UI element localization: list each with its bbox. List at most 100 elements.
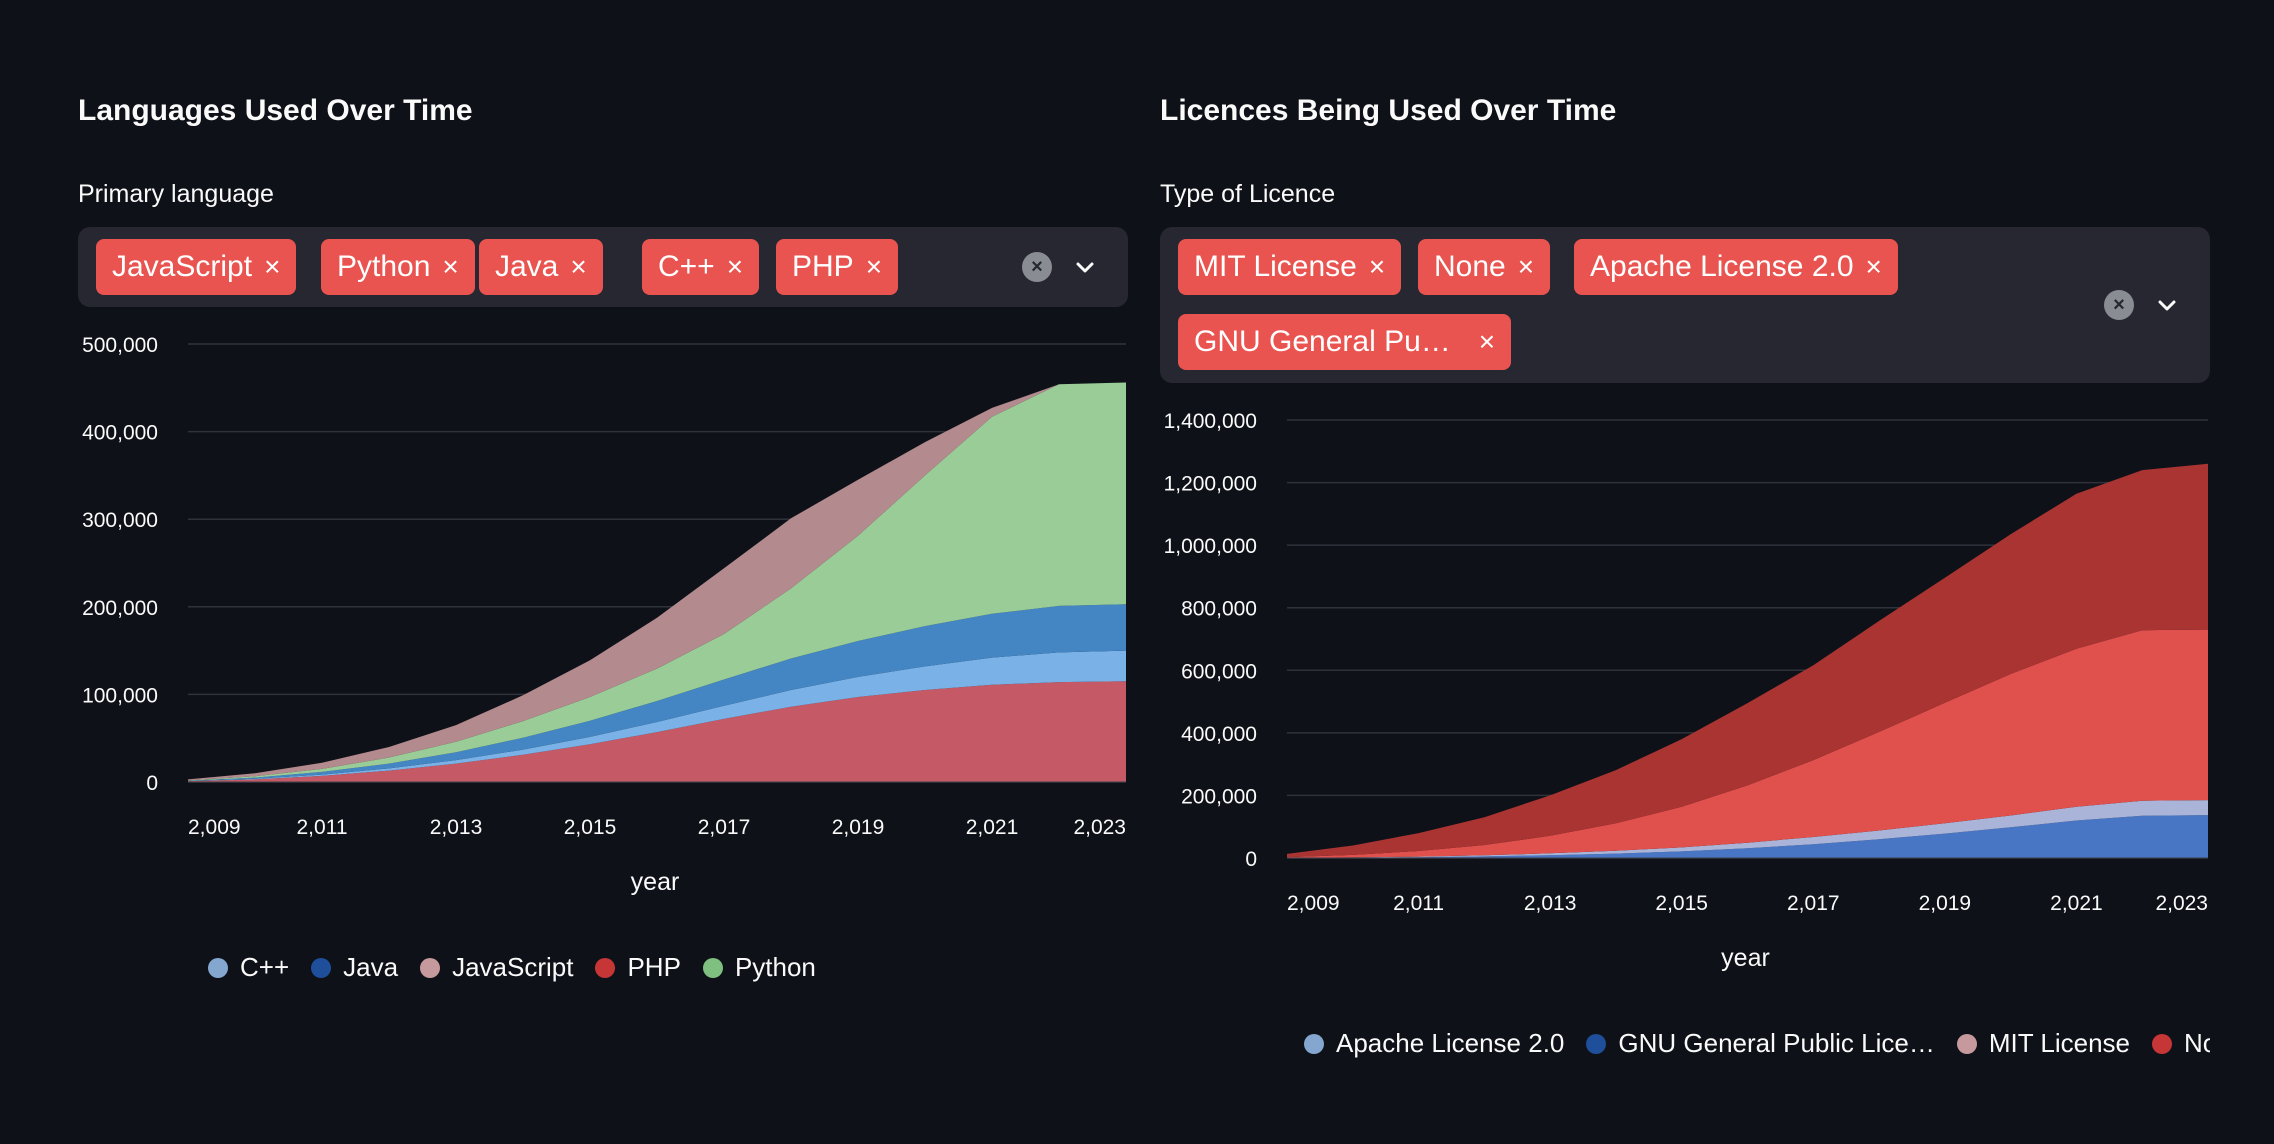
chevron-down-icon[interactable] [2152,290,2182,320]
legend-swatch [311,957,332,978]
area-gnu-general-public-license [1287,815,2208,858]
x-tick-label: 2,011 [1393,892,1444,915]
legend-item[interactable]: None [2152,1028,2210,1059]
y-tick-label: 1,200,000 [1164,473,1257,496]
area-php [188,681,1126,782]
tag-label: MIT License [1194,250,1357,283]
x-tick-label: 2,019 [832,816,885,839]
tag-java[interactable]: Java × [479,239,603,295]
x-tick-label: 2,019 [1919,892,1972,915]
languages-legend: C++ Java JavaScript PHP Python [208,952,838,983]
legend-item[interactable]: GNU General Public Lice… [1586,1028,1935,1059]
tag-remove-icon[interactable]: × [570,251,587,282]
x-tick-label: 2,017 [1787,892,1840,915]
tag-remove-icon[interactable]: × [442,251,459,282]
x-tick-label: 2,021 [966,816,1019,839]
y-tick-label: 500,000 [82,334,158,357]
tag-mit-license[interactable]: MIT License × [1178,239,1402,295]
tag-php[interactable]: PHP × [776,239,899,295]
tag-remove-icon[interactable]: × [264,251,281,282]
legend-label: Python [734,952,816,982]
x-tick-label: 2,013 [1524,892,1577,915]
legend-item[interactable]: PHP [595,952,681,983]
tag-label: C++ [658,250,715,283]
primary-language-multiselect[interactable]: JavaScript × Python × Java × C++ × PHP × × [78,227,1128,307]
area-mit-license [1287,629,2208,858]
x-tick-label: 2,009 [1287,892,1340,915]
legend-label: MIT License [1988,1028,2130,1058]
tag-remove-icon[interactable]: × [726,251,744,282]
clear-all-icon[interactable]: × [2104,290,2134,320]
tag-remove-icon[interactable]: × [1865,251,1882,282]
legend-item[interactable]: Java [311,952,398,983]
y-tick-label: 0 [146,772,158,795]
x-tick-label: 2,011 [297,816,348,839]
legend-item[interactable]: C++ [208,952,289,983]
tag-remove-icon[interactable]: × [1368,251,1386,282]
legend-swatch [420,957,441,978]
x-tick-label: 2,023 [2155,892,2208,915]
tag-python[interactable]: Python × [321,239,475,295]
y-tick-label: 1,000,000 [1164,535,1257,558]
legend-label: C++ [240,952,290,982]
tag-label: Java [495,250,559,283]
x-tick-label: 2,013 [430,816,483,839]
tag-remove-icon[interactable]: × [1478,326,1496,357]
legend-label: JavaScript [452,952,574,982]
licences-area-chart: 0 200,000 400,000 600,000 800,000 1,000,000 1,… [1164,410,2208,972]
chevron-down-icon[interactable] [1070,252,1100,282]
tag-remove-icon[interactable]: × [1517,251,1535,282]
legend-item[interactable]: JavaScript [420,952,573,983]
y-tick-label: 200,000 [1181,785,1257,808]
tag-label: PHP [792,250,854,283]
x-tick-label: 2,015 [564,816,617,839]
legend-swatch [2152,1033,2172,1054]
area-c- [188,650,1126,782]
y-tick-label: 400,000 [82,422,158,445]
area-none [1287,463,2208,858]
y-tick-label: 300,000 [82,509,158,532]
x-tick-label: 2,017 [698,816,751,839]
tag-label: Apache License 2.0 [1590,250,1854,283]
y-tick-label: 0 [1245,848,1257,871]
legend-swatch [1304,1033,1324,1054]
tag-javascript[interactable]: JavaScript × [96,239,297,295]
tag-remove-icon[interactable]: × [865,251,883,282]
area-java [188,604,1126,781]
legend-item[interactable]: MIT License [1956,1028,2130,1059]
languages-title: Languages Used Over Time [78,94,473,127]
x-tick-label: 2,023 [1073,816,1126,839]
licence-type-multiselect[interactable]: MIT License × None × Apache License 2.0 × G… [1160,227,2210,383]
area-python [188,382,1126,781]
x-tick-label: 2,015 [1655,892,1708,915]
legend-label: Apache License 2.0 [1336,1028,1565,1058]
tag-cpp[interactable]: C++ × [642,239,760,295]
x-tick-label: 2,021 [2050,892,2103,915]
legend-swatch [1586,1033,1607,1054]
legend-label: Java [343,952,399,982]
y-tick-label: 200,000 [82,597,158,620]
legend-swatch [1956,1033,1977,1054]
legend-swatch [208,957,228,978]
legend-swatch [595,957,616,978]
primary-language-label: Primary language [78,180,274,208]
tag-label: None [1434,250,1506,283]
x-axis-title: year [1721,944,1770,972]
clear-all-icon[interactable]: × [1022,252,1052,282]
y-tick-label: 800,000 [1181,598,1257,621]
legend-label: PHP [627,952,681,982]
tag-label: GNU General Pu… [1194,325,1451,358]
languages-area-chart: 0 100,000 200,000 300,000 400,000 500,000 2,00… [82,334,1126,896]
licences-title: Licences Being Used Over Time [1160,94,1617,127]
tag-none[interactable]: None × [1418,239,1551,295]
y-tick-label: 1,400,000 [1164,410,1257,433]
area-javascript [188,382,1126,781]
legend-item[interactable]: Python [702,952,816,983]
legend-item[interactable]: Apache License 2.0 [1304,1028,1564,1059]
legend-label: GNU General Public Lice… [1618,1028,1935,1058]
tag-apache-license[interactable]: Apache License 2.0 × [1574,239,1898,295]
tag-gnu-gpl[interactable]: GNU General Pu… × [1178,314,1512,370]
x-tick-label: 2,009 [188,816,241,839]
y-tick-label: 100,000 [82,684,158,707]
y-tick-label: 600,000 [1181,660,1257,683]
